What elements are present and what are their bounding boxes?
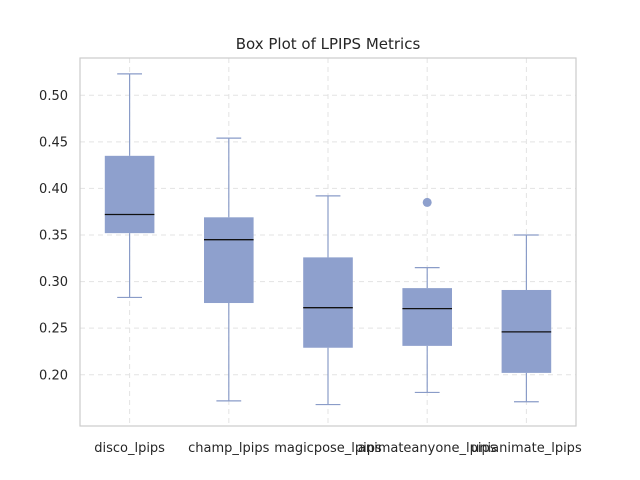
box-magicpose_lpips bbox=[303, 195, 353, 406]
box-series bbox=[104, 73, 552, 406]
box-disco_lpips bbox=[104, 73, 155, 299]
y-tick-label: 0.40 bbox=[39, 182, 68, 197]
x-tick-label: champ_lpips bbox=[188, 441, 269, 456]
y-tick-label: 0.25 bbox=[39, 322, 68, 337]
iqr-box bbox=[402, 288, 452, 346]
y-tick-label: 0.45 bbox=[39, 135, 68, 150]
y-tick-label: 0.50 bbox=[39, 89, 68, 104]
y-axis-ticks: 0.20 0.25 0.30 0.35 0.40 0.45 0.50 bbox=[39, 89, 68, 383]
chart-title: Box Plot of LPIPS Metrics bbox=[236, 35, 421, 53]
y-tick-label: 0.20 bbox=[39, 368, 68, 383]
outlier-point bbox=[422, 197, 432, 207]
x-tick-label: disco_lpips bbox=[94, 441, 165, 456]
x-tick-label: magicpose_lpips bbox=[274, 441, 382, 456]
iqr-box bbox=[303, 257, 353, 348]
iqr-box bbox=[204, 217, 254, 304]
box-champ_lpips bbox=[204, 137, 254, 402]
y-tick-label: 0.35 bbox=[39, 229, 68, 244]
x-tick-label: animateanyone_lpips bbox=[358, 441, 497, 456]
y-tick-label: 0.30 bbox=[39, 275, 68, 290]
box-unianimate_lpips bbox=[501, 234, 552, 403]
iqr-box bbox=[104, 155, 155, 234]
x-tick-label: unianimate_lpips bbox=[471, 441, 582, 456]
plot-frame bbox=[79, 57, 577, 427]
x-axis-ticks: disco_lpips champ_lpips magicpose_lpipsani… bbox=[94, 441, 582, 456]
box-animateanyone_lpips bbox=[402, 197, 452, 394]
